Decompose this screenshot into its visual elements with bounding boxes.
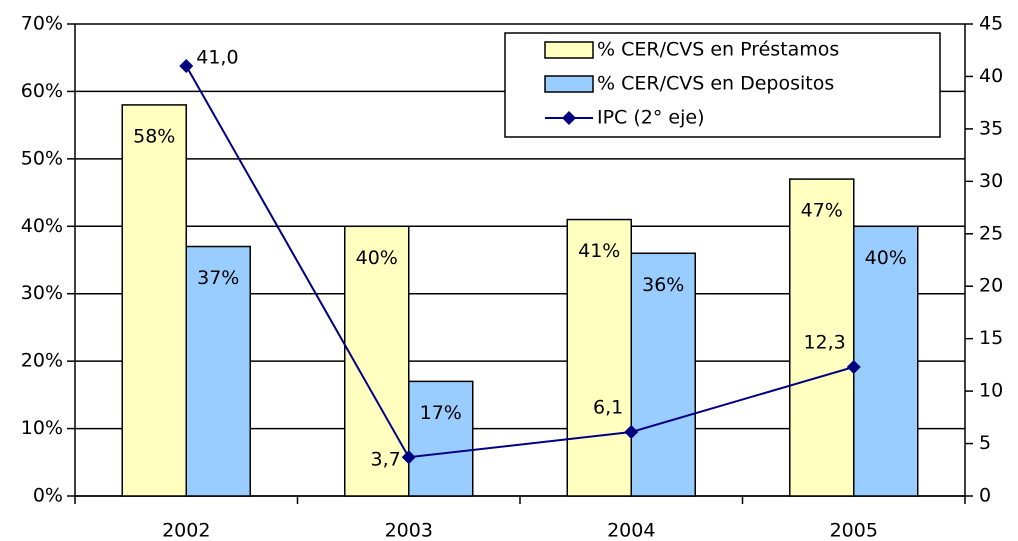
bar-value-label: 40% <box>865 247 907 269</box>
y-tick-label: 50% <box>21 147 63 169</box>
bar <box>630 252 696 497</box>
bar <box>344 225 410 497</box>
bar-value-label: 17% <box>420 402 462 424</box>
y2-tick-label: 20 <box>979 275 1003 297</box>
y-tick-label: 60% <box>21 80 63 102</box>
line-value-label: 12,3 <box>803 331 845 353</box>
bar <box>853 225 919 497</box>
line-marker <box>624 425 639 440</box>
bar-value-label: 58% <box>133 125 175 147</box>
y2-tick-label: 25 <box>979 222 1003 244</box>
y2-tick-label: 15 <box>979 327 1003 349</box>
y-tick-label: 70% <box>21 13 63 35</box>
x-tick-label: 2005 <box>830 520 878 541</box>
bar <box>121 104 187 497</box>
bar <box>185 245 251 497</box>
y2-tick-label: 5 <box>979 432 991 454</box>
line-marker <box>179 58 194 73</box>
legend-label: % CER/CVS en Préstamos <box>597 39 839 61</box>
line-marker <box>401 450 416 465</box>
y2-tick-label: 45 <box>979 13 1003 35</box>
y-tick-label: 30% <box>21 282 63 304</box>
bar <box>566 218 632 497</box>
legend-marker <box>562 111 576 125</box>
line-value-label: 41,0 <box>196 46 238 68</box>
bar-value-label: 40% <box>356 247 398 269</box>
y2-tick-label: 10 <box>979 380 1003 402</box>
y2-tick-label: 40 <box>979 65 1003 87</box>
line-value-label: 3,7 <box>371 449 401 471</box>
x-tick-label: 2004 <box>607 520 655 541</box>
bar <box>789 178 855 497</box>
y-tick-label: 20% <box>21 350 63 372</box>
bar-value-label: 41% <box>578 240 620 262</box>
line-value-label: 6,1 <box>593 397 623 419</box>
line <box>185 65 855 459</box>
bar-value-label: 36% <box>642 274 684 296</box>
y2-tick-label: 30 <box>979 170 1003 192</box>
legend-swatch <box>544 41 594 59</box>
y2-tick-label: 0 <box>979 485 991 507</box>
legend-label: IPC (2° eje) <box>597 107 704 129</box>
y2-tick-label: 35 <box>979 117 1003 139</box>
line-marker <box>846 359 861 374</box>
y-tick-label: 10% <box>21 417 63 439</box>
x-tick-label: 2003 <box>385 520 433 541</box>
legend-swatch <box>544 75 594 93</box>
y-tick-label: 40% <box>21 215 63 237</box>
bar-value-label: 37% <box>197 267 239 289</box>
legend-label: % CER/CVS en Depositos <box>597 73 834 95</box>
bar-value-label: 47% <box>801 200 843 222</box>
x-tick-label: 2002 <box>162 520 210 541</box>
y-tick-label: 0% <box>33 485 63 507</box>
bar <box>408 380 474 497</box>
